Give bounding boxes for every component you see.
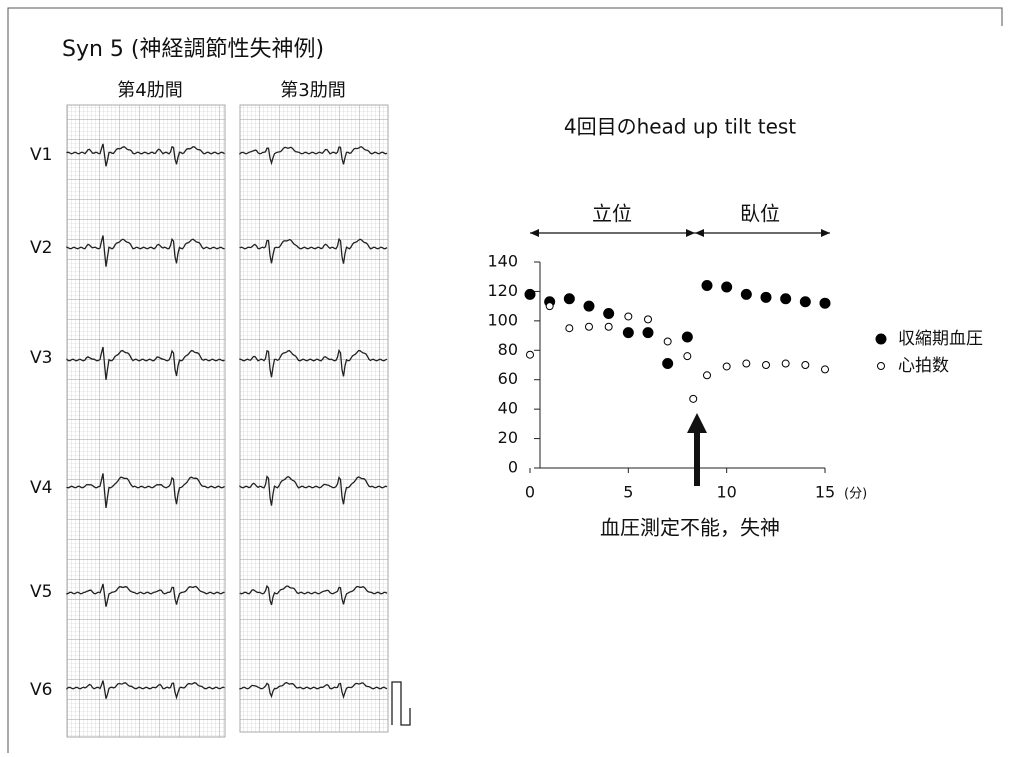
data-point <box>820 298 830 308</box>
slide: Syn 5 (神経調節性失神例) 第4肋間 第3肋間 V1 V2 V3 V4 V5 V6 4… <box>0 0 1009 753</box>
data-point <box>723 363 730 370</box>
y-tick-label: 100 <box>487 310 518 329</box>
data-point <box>690 395 697 402</box>
y-tick-label: 60 <box>498 369 518 388</box>
data-point <box>781 294 791 304</box>
ecg-panel <box>67 105 225 737</box>
data-point <box>702 281 712 291</box>
data-point <box>743 360 750 367</box>
lead-label: V5 <box>30 582 52 602</box>
data-point <box>527 351 534 358</box>
x-tick-label: 10 <box>716 483 736 502</box>
y-tick-label: 140 <box>487 252 518 271</box>
lead-label: V4 <box>30 478 52 498</box>
legend-label: 心拍数 <box>898 356 949 376</box>
ecg-column-label: 第3肋間 <box>280 80 345 101</box>
legend-marker <box>876 334 886 344</box>
event-arrow <box>687 413 707 486</box>
arrow-head <box>530 229 539 237</box>
legend-marker <box>878 363 885 370</box>
data-point <box>741 289 751 299</box>
ecg-panel <box>240 105 388 732</box>
data-point <box>763 362 770 369</box>
phase-label: 立位 <box>592 202 632 226</box>
lead-label: V1 <box>30 145 52 165</box>
arrow-head <box>695 229 704 237</box>
data-point <box>605 323 612 330</box>
data-point <box>800 297 810 307</box>
calibration-pulse <box>392 682 410 725</box>
chart-title: 4回目のhead up tilt test <box>564 115 796 139</box>
slide-title: Syn 5 (神経調節性失神例) <box>62 37 324 62</box>
annotation: 血圧測定不能，失神 <box>600 516 780 540</box>
x-unit: (分) <box>844 487 867 502</box>
lead-label: V2 <box>30 238 52 258</box>
data-point <box>822 366 829 373</box>
y-tick-label: 20 <box>498 428 518 447</box>
data-point <box>722 282 732 292</box>
data-point <box>604 309 614 319</box>
data-point <box>704 372 711 379</box>
data-point <box>664 338 671 345</box>
data-point <box>684 353 691 360</box>
lead-label: V6 <box>30 680 52 700</box>
y-tick-label: 120 <box>487 281 518 300</box>
data-point <box>584 301 594 311</box>
data-point <box>645 316 652 323</box>
data-point <box>682 332 692 342</box>
data-point <box>625 313 632 320</box>
data-point <box>802 362 809 369</box>
data-point <box>566 325 573 332</box>
data-point <box>586 323 593 330</box>
y-tick-label: 80 <box>498 340 518 359</box>
data-point <box>623 328 633 338</box>
legend-label: 収縮期血圧 <box>898 329 983 349</box>
x-tick-label: 5 <box>623 483 633 502</box>
lead-label: V3 <box>30 348 52 368</box>
y-tick-label: 40 <box>498 399 518 418</box>
data-point <box>643 328 653 338</box>
ecg-column-label: 第4肋間 <box>117 80 182 101</box>
x-tick-label: 0 <box>525 483 535 502</box>
arrow-head <box>821 229 830 237</box>
data-point <box>761 292 771 302</box>
data-point <box>564 294 574 304</box>
arrow-head <box>686 229 695 237</box>
y-tick-label: 0 <box>508 458 518 477</box>
data-point <box>663 359 673 369</box>
data-point <box>782 360 789 367</box>
phase-label: 臥位 <box>740 202 780 226</box>
data-point <box>525 289 535 299</box>
data-point <box>546 303 553 310</box>
x-tick-label: 15 <box>815 483 835 502</box>
